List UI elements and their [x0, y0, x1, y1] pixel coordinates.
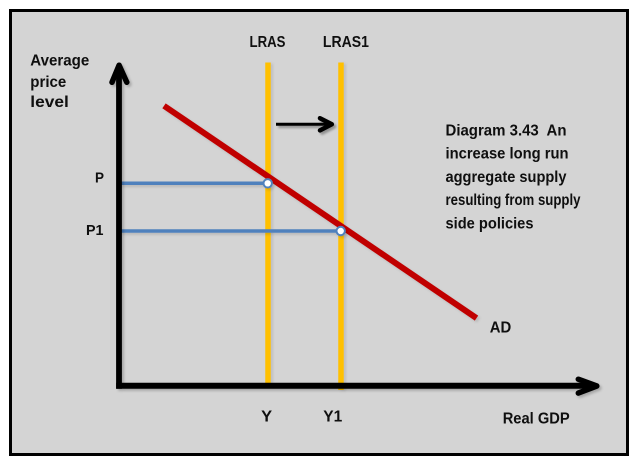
svg-text:Y: Y [261, 409, 272, 426]
svg-text:aggregate supply: aggregate supply [446, 169, 567, 186]
svg-text:Real GDP: Real GDP [503, 411, 570, 428]
svg-text:LRAS: LRAS [250, 34, 286, 51]
svg-text:P1: P1 [86, 222, 104, 239]
svg-text:Diagram 3.43 An: Diagram 3.43 An [446, 123, 567, 140]
svg-text:LRAS1: LRAS1 [323, 34, 369, 51]
svg-text:P: P [95, 169, 104, 186]
svg-text:price: price [30, 74, 66, 91]
svg-text:Y1: Y1 [323, 409, 342, 426]
svg-text:resulting from supply: resulting from supply [446, 192, 581, 209]
svg-text:side policies: side policies [446, 215, 534, 232]
svg-text:Average: Average [30, 53, 89, 70]
svg-text:AD: AD [490, 320, 512, 337]
svg-text:level: level [30, 94, 69, 111]
svg-text:increase long run: increase long run [446, 146, 569, 163]
